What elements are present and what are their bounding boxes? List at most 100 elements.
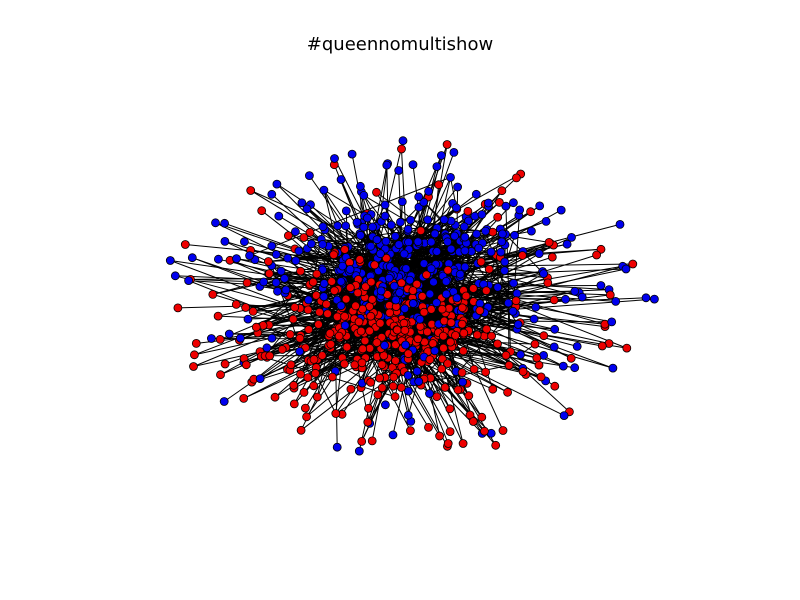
node-blue (336, 301, 346, 311)
node-blue (395, 288, 405, 298)
node-blue (459, 222, 469, 232)
node-blue (425, 289, 435, 299)
node-red (543, 278, 553, 288)
node-blue (570, 286, 580, 296)
node-blue (271, 278, 281, 288)
node-blue (224, 329, 234, 339)
node-red (453, 385, 463, 395)
node-blue (500, 257, 510, 267)
node-red (408, 286, 418, 296)
node-red (390, 392, 400, 402)
node-red (355, 255, 365, 264)
node-blue (413, 237, 423, 247)
node-red (488, 227, 498, 237)
node-blue (508, 306, 518, 316)
node-blue (232, 254, 241, 264)
node-red (494, 197, 504, 207)
node-blue (368, 222, 377, 232)
node-red (296, 425, 306, 435)
node-blue (380, 340, 390, 350)
node-blue (501, 201, 511, 211)
node-red (372, 338, 382, 348)
node-red (443, 359, 453, 369)
node-blue (318, 239, 328, 249)
node-blue (262, 343, 272, 353)
node-red (477, 412, 487, 422)
node-blue (267, 189, 277, 199)
node-red (329, 250, 339, 260)
node-red (458, 439, 468, 448)
node-blue (436, 151, 446, 160)
node-blue (302, 204, 312, 214)
node-red (312, 269, 322, 279)
node-red (472, 330, 482, 340)
node-red (315, 307, 324, 317)
node-red (526, 207, 535, 217)
node-blue (503, 298, 513, 308)
node-red (367, 294, 377, 304)
node-blue (497, 229, 507, 239)
node-blue (458, 377, 468, 387)
edge (170, 260, 342, 326)
node-blue (460, 246, 470, 256)
node-blue (541, 216, 551, 226)
node-red (191, 338, 201, 348)
node-blue (381, 236, 391, 246)
node-blue (408, 160, 418, 170)
node-blue (460, 232, 470, 242)
node-blue (398, 136, 408, 146)
node-blue (449, 147, 459, 157)
node-red (286, 360, 296, 370)
node-red (397, 144, 406, 154)
node-blue (170, 271, 180, 281)
node-red (341, 294, 351, 304)
node-red (459, 328, 469, 338)
node-red (412, 279, 422, 289)
node-red (180, 240, 190, 249)
node-blue (412, 366, 422, 376)
node-red (241, 360, 251, 370)
node-red (363, 417, 373, 427)
node-blue (394, 166, 404, 175)
node-red (491, 440, 501, 450)
node-red (439, 343, 448, 353)
edge (274, 287, 398, 398)
node-blue (375, 249, 385, 259)
node-blue (304, 171, 314, 181)
node-red (532, 353, 542, 363)
node-red (296, 369, 305, 379)
node-blue (336, 175, 346, 184)
node-blue (274, 211, 284, 221)
node-blue (550, 324, 560, 334)
node-red (305, 227, 315, 237)
node-blue (539, 269, 548, 279)
node-red (373, 390, 383, 400)
node-blue (362, 213, 372, 223)
node-blue (391, 295, 401, 305)
node-red (327, 277, 337, 286)
node-blue (509, 278, 518, 288)
node-blue (333, 221, 343, 231)
node-red (361, 282, 371, 292)
node-red (385, 308, 395, 318)
node-blue (426, 237, 436, 247)
node-blue (389, 281, 399, 291)
node-blue (559, 411, 569, 421)
node-red (426, 304, 436, 314)
node-blue (399, 249, 409, 259)
node-blue (330, 154, 339, 163)
node-red (350, 360, 360, 370)
node-blue (273, 286, 282, 296)
node-blue (372, 235, 382, 245)
node-red (248, 306, 258, 316)
node-red (312, 392, 322, 402)
node-red (464, 391, 474, 401)
node-blue (425, 389, 434, 398)
node-red (497, 186, 507, 196)
node-blue (527, 226, 536, 236)
node-red (357, 436, 367, 446)
node-blue (474, 243, 484, 253)
node-red (327, 372, 337, 382)
node-blue (338, 261, 347, 271)
node-red (365, 326, 375, 336)
